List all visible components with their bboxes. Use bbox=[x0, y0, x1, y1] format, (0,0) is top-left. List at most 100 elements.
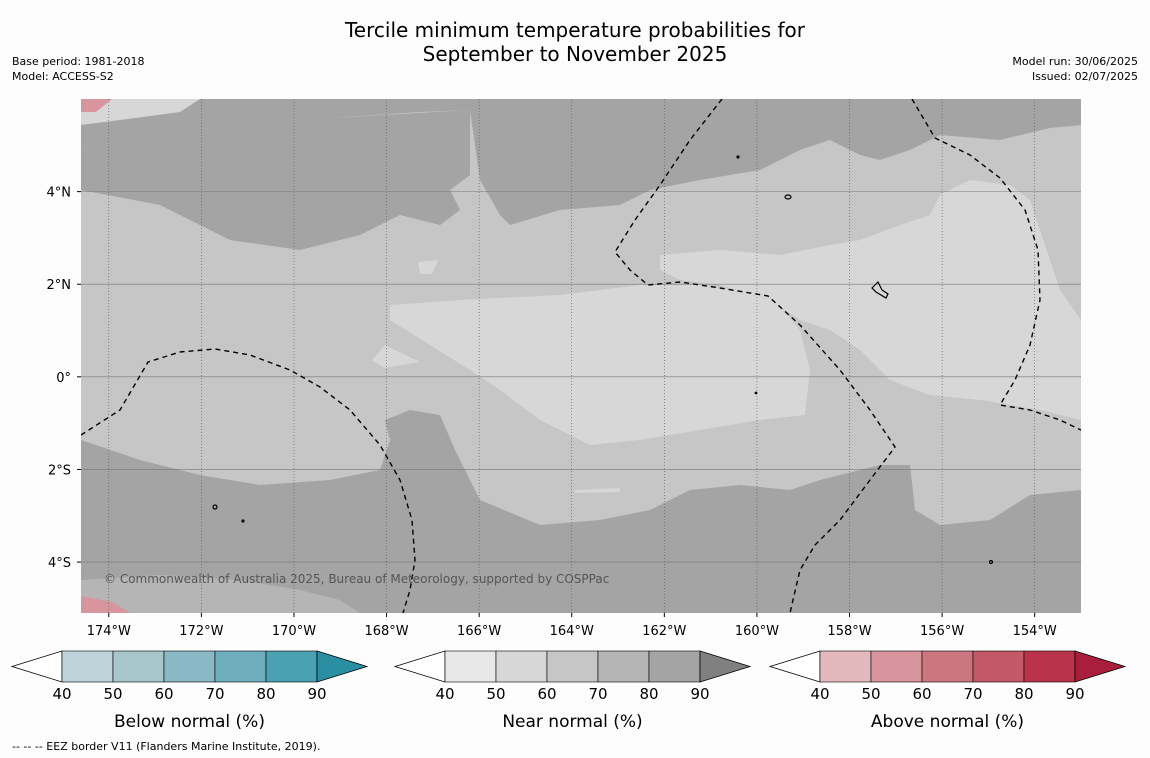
colorbar-0-tick-0: 40 bbox=[52, 685, 71, 703]
colorbar-2: 40 50 60 70 80 90 Above normal (%) bbox=[768, 650, 1127, 732]
x-tick-label-7: 160°W bbox=[735, 624, 779, 639]
colorbar-1-segment-3 bbox=[597, 650, 650, 683]
colorbar-1-segment-0 bbox=[444, 650, 497, 683]
colorbar-0-tick-4: 80 bbox=[256, 685, 275, 703]
colorbar-1-label: Near normal (%) bbox=[502, 712, 642, 732]
colorbar-0-segment-2 bbox=[163, 650, 216, 683]
colorbar-1-segment-2 bbox=[546, 650, 599, 683]
title-line-2: September to November 2025 bbox=[422, 42, 728, 66]
colorbar-0: 40 50 60 70 80 90 Below normal (%) bbox=[10, 650, 369, 732]
x-tick-label-3: 168°W bbox=[364, 624, 408, 639]
x-tick-label-4: 166°W bbox=[457, 624, 501, 639]
colorbar-0-tick-1: 50 bbox=[103, 685, 122, 703]
issued-date: Issued: 02/07/2025 bbox=[1031, 70, 1138, 83]
colorbar-0-high-extension bbox=[316, 650, 369, 683]
colorbar-1-low-extension bbox=[393, 650, 446, 683]
colorbar-1-tick-2: 60 bbox=[537, 685, 556, 703]
colorbar-0-tick-3: 70 bbox=[205, 685, 224, 703]
island-small-4 bbox=[736, 155, 740, 159]
eez-border-kiribati-east bbox=[911, 99, 1081, 431]
gridlines bbox=[81, 99, 1081, 613]
meta-right: Model run: 30/06/2025 Issued: 02/07/2025 bbox=[1012, 54, 1138, 84]
colorbar-2-tick-1: 50 bbox=[861, 685, 880, 703]
eez-footnote: -- -- -- EEZ border V11 (Flanders Marine… bbox=[12, 740, 321, 753]
colorbar-0-low-extension bbox=[10, 650, 63, 683]
colorbar-0-segment-1 bbox=[112, 650, 165, 683]
near-normal-50-60-patch-3 bbox=[575, 488, 620, 493]
colorbar-2-low-extension bbox=[768, 650, 821, 683]
near-normal-50-60-central-region bbox=[390, 285, 810, 445]
meta-left: Base period: 1981-2018 Model: ACCESS-S2 bbox=[12, 54, 144, 84]
map-area bbox=[81, 99, 1081, 613]
colorbar-0-label: Below normal (%) bbox=[114, 712, 265, 732]
x-tick-label-5: 164°W bbox=[550, 624, 594, 639]
colorbar-2-segment-1 bbox=[870, 650, 923, 683]
copyright-notice: © Commonwealth of Australia 2025, Bureau… bbox=[104, 572, 610, 586]
y-axis-ticks: 4°N 2°N 0° 2°S 4°S bbox=[47, 186, 81, 571]
colorbar-2-segment-0 bbox=[819, 650, 872, 683]
near-normal-50-60-patch-2 bbox=[372, 345, 420, 368]
near-normal-80-90-north-region bbox=[81, 99, 1081, 225]
y-tick-label-4: 4°S bbox=[48, 556, 71, 571]
colorbar-1-tick-4: 80 bbox=[639, 685, 658, 703]
x-tick-label-1: 172°W bbox=[179, 624, 223, 639]
colorbar-2-segment-2 bbox=[921, 650, 974, 683]
colorbar-2-tick-3: 70 bbox=[963, 685, 982, 703]
x-tick-label-9: 156°W bbox=[920, 624, 964, 639]
colorbar-2-segment-3 bbox=[972, 650, 1025, 683]
colorbar-2-tick-4: 80 bbox=[1014, 685, 1033, 703]
colorbar-1-tick-1: 50 bbox=[486, 685, 505, 703]
near-normal-70-80-north-strip bbox=[81, 99, 200, 125]
island-small-5 bbox=[754, 391, 758, 395]
y-tick-label-1: 2°N bbox=[47, 278, 72, 293]
island-small-1 bbox=[212, 504, 218, 510]
colorbar-1-tick-5: 90 bbox=[690, 685, 709, 703]
eez-border-kiribati-central bbox=[614, 99, 896, 613]
colorbar-1-tick-0: 40 bbox=[435, 685, 454, 703]
colorbar-2-tick-0: 40 bbox=[810, 685, 829, 703]
colorbar-1-segment-1 bbox=[495, 650, 548, 683]
colorbar-0-tick-2: 60 bbox=[154, 685, 173, 703]
colorbar-0-tick-5: 90 bbox=[307, 685, 326, 703]
title-line-1: Tercile minimum temperature probabilitie… bbox=[344, 18, 806, 42]
x-tick-label-8: 158°W bbox=[827, 624, 871, 639]
eez-borders bbox=[81, 99, 1081, 613]
near-normal-80-90-north-lobe bbox=[81, 110, 470, 250]
above-normal-50-60-sw bbox=[81, 596, 130, 613]
x-axis-ticks: 174°W 172°W 170°W 168°W 166°W 164°W 162°W 160°W… bbox=[87, 613, 1057, 639]
x-tick-label-10: 154°W bbox=[1013, 624, 1057, 639]
island-tabuaeran bbox=[784, 194, 792, 200]
near-normal-50-60-east-region bbox=[660, 180, 1081, 420]
colorbar-1-high-extension bbox=[699, 650, 752, 683]
colorbar-1: 40 50 60 70 80 90 Near normal (%) bbox=[393, 650, 752, 732]
colorbar-0-segment-3 bbox=[214, 650, 267, 683]
model-run: Model run: 30/06/2025 bbox=[1012, 55, 1138, 68]
colorbar-2-tick-5: 90 bbox=[1065, 685, 1084, 703]
base-period: Base period: 1981-2018 bbox=[12, 55, 145, 68]
x-tick-label-0: 174°W bbox=[87, 624, 131, 639]
colorbar-2-segment-4 bbox=[1023, 650, 1076, 683]
chart-title: Tercile minimum temperature probabilitie… bbox=[0, 18, 1150, 66]
colorbar-2-tick-2: 60 bbox=[912, 685, 931, 703]
colorbar-1-segment-4 bbox=[648, 650, 701, 683]
colorbar-0-segment-0 bbox=[61, 650, 114, 683]
colorbars: 40 50 60 70 80 90 Below normal (%) 40 50 60 70 80 90… bbox=[10, 650, 1127, 732]
y-tick-label-2: 0° bbox=[56, 371, 71, 386]
colorbar-2-label: Above normal (%) bbox=[871, 712, 1024, 732]
colorbar-0-segment-4 bbox=[265, 650, 318, 683]
island-small-2 bbox=[241, 519, 245, 523]
near-normal-50-60-patch bbox=[418, 260, 438, 274]
islands bbox=[212, 155, 994, 565]
y-tick-label-0: 4°N bbox=[47, 186, 72, 201]
island-small-3 bbox=[988, 559, 994, 565]
above-normal-50-60-nw bbox=[81, 99, 112, 112]
x-tick-label-6: 162°W bbox=[642, 624, 686, 639]
y-tick-label-3: 2°S bbox=[48, 463, 71, 478]
colorbar-1-tick-3: 70 bbox=[588, 685, 607, 703]
colorbar-2-high-extension bbox=[1074, 650, 1127, 683]
island-kiritimati bbox=[871, 280, 889, 299]
x-tick-label-2: 170°W bbox=[272, 624, 316, 639]
model-name: Model: ACCESS-S2 bbox=[12, 70, 114, 83]
eez-border-kiribati-west bbox=[81, 348, 416, 613]
